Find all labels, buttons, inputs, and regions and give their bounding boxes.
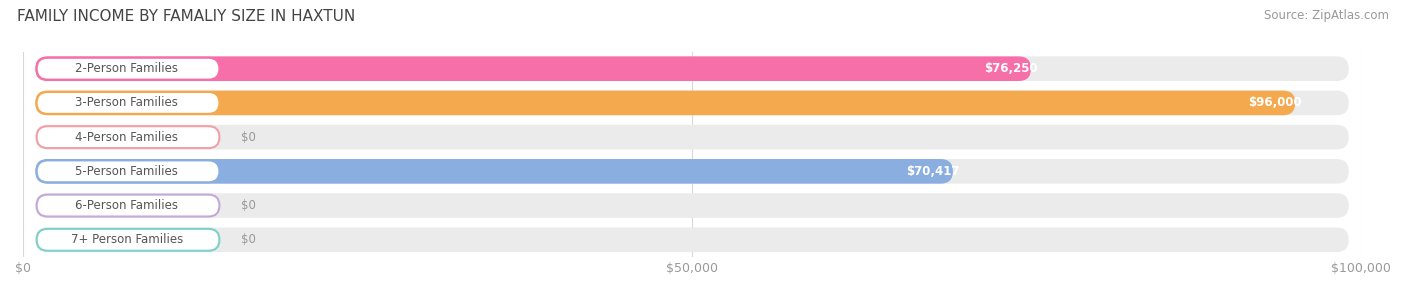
FancyBboxPatch shape (37, 92, 219, 114)
Text: $76,250: $76,250 (984, 62, 1038, 75)
Text: Source: ZipAtlas.com: Source: ZipAtlas.com (1264, 9, 1389, 22)
Text: 7+ Person Families: 7+ Person Families (70, 233, 183, 246)
FancyBboxPatch shape (37, 195, 219, 217)
Text: $0: $0 (240, 131, 256, 144)
Text: 5-Person Families: 5-Person Families (76, 165, 179, 178)
Text: $96,000: $96,000 (1249, 96, 1302, 109)
Text: FAMILY INCOME BY FAMALIY SIZE IN HAXTUN: FAMILY INCOME BY FAMALIY SIZE IN HAXTUN (17, 9, 356, 24)
Text: 4-Person Families: 4-Person Families (75, 131, 179, 144)
FancyBboxPatch shape (35, 228, 1348, 252)
FancyBboxPatch shape (35, 125, 1348, 149)
FancyBboxPatch shape (35, 56, 1031, 81)
Text: $0: $0 (240, 233, 256, 246)
Text: $0: $0 (240, 199, 256, 212)
FancyBboxPatch shape (35, 56, 1348, 81)
Text: 6-Person Families: 6-Person Families (75, 199, 179, 212)
FancyBboxPatch shape (37, 58, 219, 80)
Text: 3-Person Families: 3-Person Families (76, 96, 179, 109)
FancyBboxPatch shape (35, 91, 1295, 115)
FancyBboxPatch shape (35, 159, 1348, 184)
FancyBboxPatch shape (35, 193, 1348, 218)
FancyBboxPatch shape (35, 159, 953, 184)
Text: 2-Person Families: 2-Person Families (75, 62, 179, 75)
FancyBboxPatch shape (35, 91, 1348, 115)
Text: $70,417: $70,417 (907, 165, 960, 178)
FancyBboxPatch shape (37, 229, 219, 251)
FancyBboxPatch shape (37, 160, 219, 182)
FancyBboxPatch shape (37, 126, 219, 148)
